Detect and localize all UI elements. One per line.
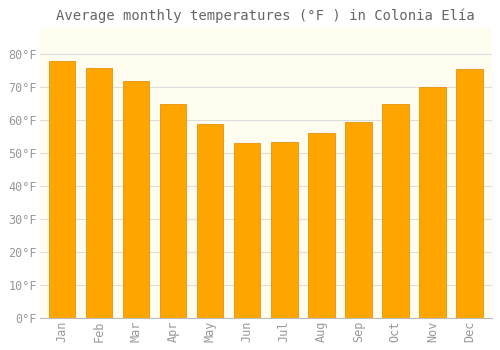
Bar	[419, 88, 446, 317]
Bar	[86, 68, 112, 317]
Bar	[382, 104, 408, 317]
Bar	[122, 81, 150, 317]
Bar	[234, 143, 260, 317]
Bar	[160, 104, 186, 317]
Bar	[308, 133, 334, 317]
Bar	[345, 122, 372, 317]
Bar	[271, 142, 297, 317]
Bar	[456, 69, 483, 317]
Bar	[196, 124, 224, 317]
Title: Average monthly temperatures (°F ) in Colonia Elía: Average monthly temperatures (°F ) in Co…	[56, 8, 475, 23]
Bar	[48, 61, 75, 317]
